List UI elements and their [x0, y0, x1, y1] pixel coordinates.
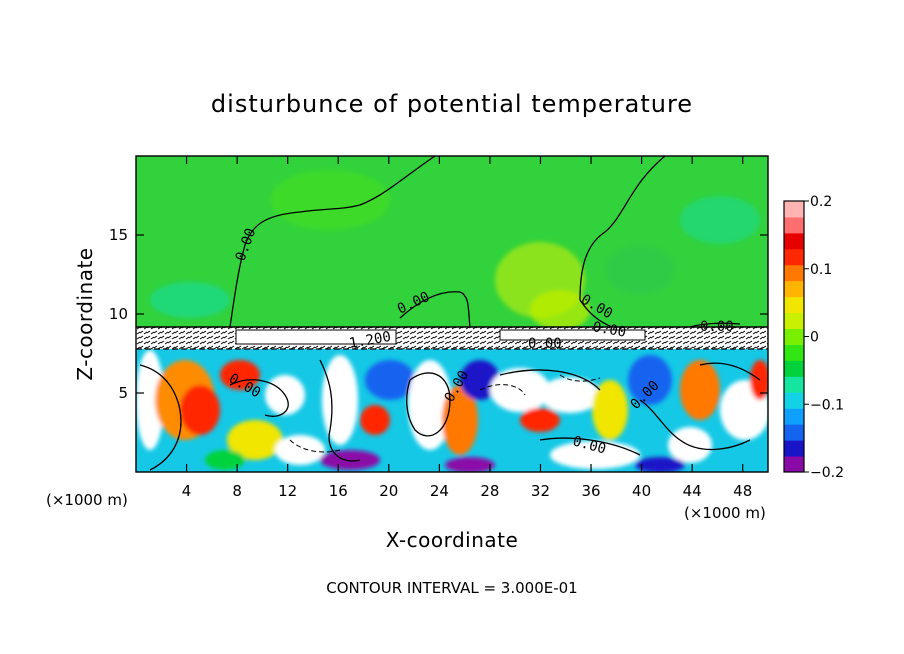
inversion-plateau-2 [499, 329, 646, 341]
colorbar-ticks: 0.2 0.1 0 −0.1 −0.2 [804, 194, 844, 481]
z-tick-label: 15 [109, 226, 128, 244]
x-tick-label: 4 [182, 482, 192, 500]
mixed-contour-1 [139, 364, 182, 471]
colorbar-swatch [784, 344, 804, 361]
zero-contour-right [579, 156, 666, 301]
neg-contour-1 [479, 384, 526, 396]
mixed-contour-6 [699, 362, 761, 381]
x-axis-unit: (×1000 m) [46, 491, 128, 509]
x-tick-label: 48 [733, 482, 752, 500]
mixed-contour-8 [639, 399, 751, 451]
colorbar-swatch [784, 392, 804, 409]
inversion-band [136, 327, 768, 349]
zero-contour-mid [399, 291, 471, 328]
x-tick-label: 8 [232, 482, 242, 500]
colorbar-swatch [784, 376, 804, 393]
x-tick-label: 44 [683, 482, 702, 500]
colorbar-tick-label: −0.2 [810, 465, 844, 481]
contour-interval-note: CONTOUR INTERVAL = 3.000E-01 [326, 579, 577, 597]
colorbar-swatch [784, 201, 804, 218]
contour-label: 0.00 [591, 319, 627, 341]
x-axis: 4 8 12 16 20 24 28 32 36 40 44 48 [182, 156, 752, 500]
zero-contour-far-right [689, 322, 741, 328]
colorbar-swatch [784, 424, 804, 441]
contour-label: 0.00 [528, 336, 562, 352]
colorbar-swatch [784, 360, 804, 377]
colorbar-swatch [784, 216, 804, 234]
contour-lines [139, 156, 761, 471]
colorbar-swatch [784, 440, 804, 457]
colorbar-tick-label: 0.2 [810, 194, 832, 210]
mixed-contour-7 [319, 359, 361, 462]
plot-area: 0.00 0.00 0.00 0.00 0.00 0.00 0.00 0.00 … [136, 156, 768, 472]
y-axis-label: Z-coordinate [73, 247, 97, 380]
x-tick-label: 40 [632, 482, 651, 500]
colorbar-swatch [784, 312, 804, 330]
colorbar-swatch [784, 296, 804, 314]
colorbar-swatch [784, 328, 804, 345]
z-tick-label: 5 [118, 384, 128, 402]
upper-layer-field [136, 156, 768, 328]
x-tick-label: 20 [379, 482, 398, 500]
z-tick-label: 10 [109, 305, 128, 323]
upper-layer-variations [150, 170, 760, 330]
x-tick-label: 12 [278, 482, 297, 500]
mixed-contour-2 [229, 379, 289, 417]
colorbar-swatch [784, 264, 804, 282]
colorbar-swatch [784, 456, 804, 473]
x-tick-label: 28 [480, 482, 499, 500]
zero-contour-right-low [579, 299, 613, 328]
colorbar-tick-label: −0.1 [810, 397, 844, 413]
x-tick-label: 24 [430, 482, 449, 500]
x-tick-label: 32 [531, 482, 550, 500]
colorbar-swatch [784, 408, 804, 425]
colorbar-tick-label: 0.1 [810, 262, 832, 278]
mixed-layer-blobs [136, 350, 768, 472]
neg-contour-3 [559, 374, 601, 382]
chart-title: disturbunce of potential temperature [211, 90, 693, 118]
neg-contour-2 [289, 439, 341, 453]
x-tick-label: 36 [581, 482, 600, 500]
colorbar-tick-label: 0 [810, 330, 819, 346]
mixed-contour-5 [539, 437, 641, 456]
mixed-contour-3 [406, 372, 451, 437]
colorbar-swatch [784, 248, 804, 266]
colorbar-swatch [784, 232, 804, 250]
z-axis-unit: (×1000 m) [684, 504, 766, 522]
colorbar-swatch [784, 280, 804, 298]
inversion-plateau [235, 329, 397, 345]
x-tick-label: 16 [329, 482, 348, 500]
x-axis-label: X-coordinate [386, 528, 519, 552]
contour-label: 0.00 [700, 319, 734, 335]
colorbar [784, 201, 804, 473]
negative-contours [289, 374, 601, 453]
zero-contour-left [229, 156, 436, 328]
mixed-contour-4 [499, 369, 601, 391]
z-axis: 5 10 15 [109, 226, 768, 402]
contour-label: 1.200 [348, 329, 392, 352]
